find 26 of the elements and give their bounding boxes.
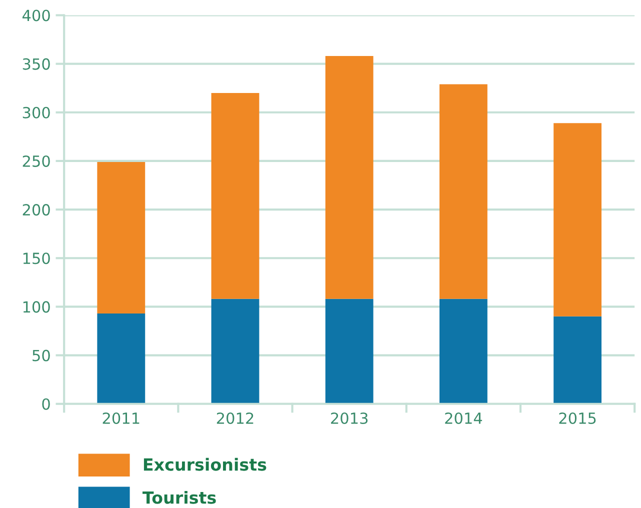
x-tick-label: 2012 bbox=[216, 412, 254, 424]
legend-label: Excursionists bbox=[144, 458, 266, 471]
x-tick-label: 2015 bbox=[559, 412, 596, 424]
bar bbox=[97, 162, 146, 314]
legend-label: Tourists bbox=[142, 491, 216, 504]
bar bbox=[325, 56, 374, 299]
y-tick-label: 400 bbox=[22, 10, 50, 22]
y-tick-label: 350 bbox=[22, 58, 50, 70]
bar bbox=[439, 298, 488, 404]
bar bbox=[325, 298, 374, 404]
y-tick-label: 0 bbox=[42, 398, 50, 410]
bar bbox=[554, 123, 602, 316]
x-tick-label: 2014 bbox=[445, 412, 482, 424]
bar bbox=[97, 314, 146, 404]
x-tick-label: 2011 bbox=[102, 412, 140, 424]
bar bbox=[439, 84, 488, 299]
bar bbox=[211, 298, 260, 404]
x-tick-label: 2013 bbox=[331, 412, 368, 424]
y-tick-label: 250 bbox=[22, 155, 50, 167]
y-tick-label: 200 bbox=[22, 204, 50, 216]
y-tick-label: 150 bbox=[23, 252, 50, 264]
y-tick-label: 50 bbox=[32, 350, 50, 362]
y-tick-label: 300 bbox=[22, 106, 50, 118]
bar bbox=[554, 316, 602, 404]
y-tick-label: 100 bbox=[23, 301, 50, 313]
bar bbox=[211, 92, 260, 299]
